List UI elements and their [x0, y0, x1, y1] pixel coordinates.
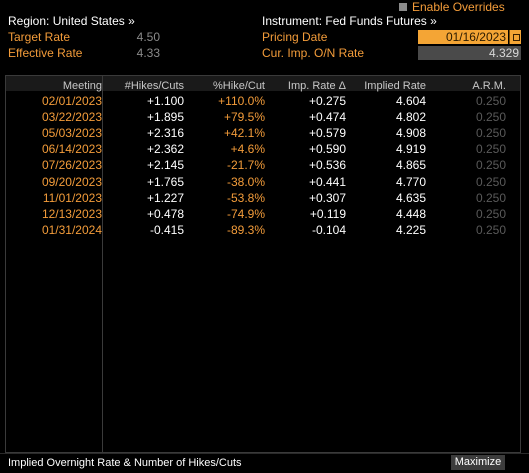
effective-rate-value: 4.33 — [136, 46, 160, 60]
cell-pct: +79.5% — [223, 110, 265, 124]
cell-hikes: +2.316 — [146, 126, 184, 140]
cell-pct: -89.3% — [226, 223, 265, 237]
cell-pct: +110.0% — [218, 94, 265, 108]
cell-imp: -0.104 — [311, 223, 346, 237]
cell-rate: 4.919 — [395, 142, 426, 156]
cell-meeting: 03/22/2023 — [41, 110, 102, 124]
col-header-meeting[interactable]: Meeting — [62, 80, 102, 92]
cell-imp: +0.474 — [308, 110, 346, 124]
cell-rate: 4.448 — [395, 207, 426, 221]
cell-hikes: +1.100 — [146, 94, 184, 108]
calendar-icon[interactable] — [509, 30, 521, 44]
cell-meeting: 02/01/2023 — [41, 94, 102, 108]
col-header-implied-rate[interactable]: Implied Rate — [364, 80, 426, 92]
table-header-row — [6, 76, 520, 91]
cell-meeting: 05/03/2023 — [41, 126, 102, 140]
rates-table — [5, 75, 521, 453]
cell-rate: 4.908 — [395, 126, 426, 140]
cell-meeting: 06/14/2023 — [41, 142, 102, 156]
cell-imp: +0.307 — [308, 191, 346, 205]
footer-divider — [0, 453, 529, 454]
col-header-arm[interactable]: A.R.M. — [472, 80, 506, 92]
cell-imp: +0.275 — [308, 94, 346, 108]
cell-arm: 0.250 — [475, 207, 506, 221]
pricing-date-input[interactable]: 01/16/2023 — [418, 30, 508, 44]
cell-rate: 4.865 — [395, 158, 426, 172]
cell-imp: +0.536 — [308, 158, 346, 172]
cell-arm: 0.250 — [475, 126, 506, 140]
cell-meeting: 11/01/2023 — [42, 191, 102, 205]
region-selector[interactable]: Region: United States » — [8, 14, 135, 28]
cell-imp: +0.590 — [308, 142, 346, 156]
cell-arm: 0.250 — [475, 142, 506, 156]
cell-pct: -38.0% — [226, 175, 265, 189]
cell-rate: 4.604 — [395, 94, 426, 108]
cell-rate: 4.635 — [395, 191, 426, 205]
enable-overrides-checkbox[interactable] — [399, 3, 407, 11]
cell-arm: 0.250 — [475, 175, 506, 189]
cell-arm: 0.250 — [475, 110, 506, 124]
target-rate-value: 4.50 — [136, 30, 160, 44]
col-header-pct[interactable]: %Hike/Cut — [213, 80, 265, 92]
target-rate-label: Target Rate — [8, 30, 71, 44]
cell-pct: +42.1% — [223, 126, 265, 140]
cell-arm: 0.250 — [475, 223, 506, 237]
cell-meeting: 09/20/2023 — [41, 175, 102, 189]
cur-imp-rate-field: 4.329 — [418, 46, 521, 60]
cell-rate: 4.802 — [395, 110, 426, 124]
cell-hikes: +0.478 — [146, 207, 184, 221]
pricing-date-label: Pricing Date — [262, 30, 328, 44]
col-header-hikes[interactable]: #Hikes/Cuts — [124, 80, 184, 92]
col-header-imp-delta[interactable]: Imp. Rate Δ — [287, 80, 346, 92]
cell-arm: 0.250 — [475, 94, 506, 108]
cell-imp: +0.441 — [308, 175, 346, 189]
enable-overrides-label[interactable]: Enable Overrides — [412, 0, 505, 14]
cell-hikes: +1.895 — [146, 110, 184, 124]
footer-caption: Implied Overnight Rate & Number of Hikes… — [8, 457, 242, 469]
cell-pct: -21.7% — [226, 158, 265, 172]
effective-rate-label: Effective Rate — [8, 46, 83, 60]
cell-hikes: +1.227 — [146, 191, 184, 205]
cell-meeting: 12/13/2023 — [41, 207, 102, 221]
cell-pct: +4.6% — [230, 142, 265, 156]
cell-rate: 4.770 — [395, 175, 426, 189]
cell-hikes: +1.765 — [146, 175, 184, 189]
instrument-selector[interactable]: Instrument: Fed Funds Futures » — [262, 14, 437, 28]
cell-pct: -53.8% — [226, 191, 265, 205]
cell-arm: 0.250 — [475, 191, 506, 205]
maximize-button[interactable]: Maximize — [451, 455, 505, 470]
cell-hikes: +2.145 — [146, 158, 184, 172]
cell-pct: -74.9% — [226, 207, 265, 221]
cell-imp: +0.579 — [308, 126, 346, 140]
cell-hikes: +2.362 — [146, 142, 184, 156]
cell-arm: 0.250 — [475, 158, 506, 172]
column-divider — [102, 76, 103, 452]
cell-hikes: -0.415 — [149, 223, 184, 237]
cell-meeting: 07/26/2023 — [41, 158, 102, 172]
cell-meeting: 01/31/2024 — [41, 223, 102, 237]
cell-imp: +0.119 — [309, 207, 346, 221]
cur-imp-rate-label: Cur. Imp. O/N Rate — [262, 46, 365, 60]
cell-rate: 4.225 — [395, 223, 426, 237]
